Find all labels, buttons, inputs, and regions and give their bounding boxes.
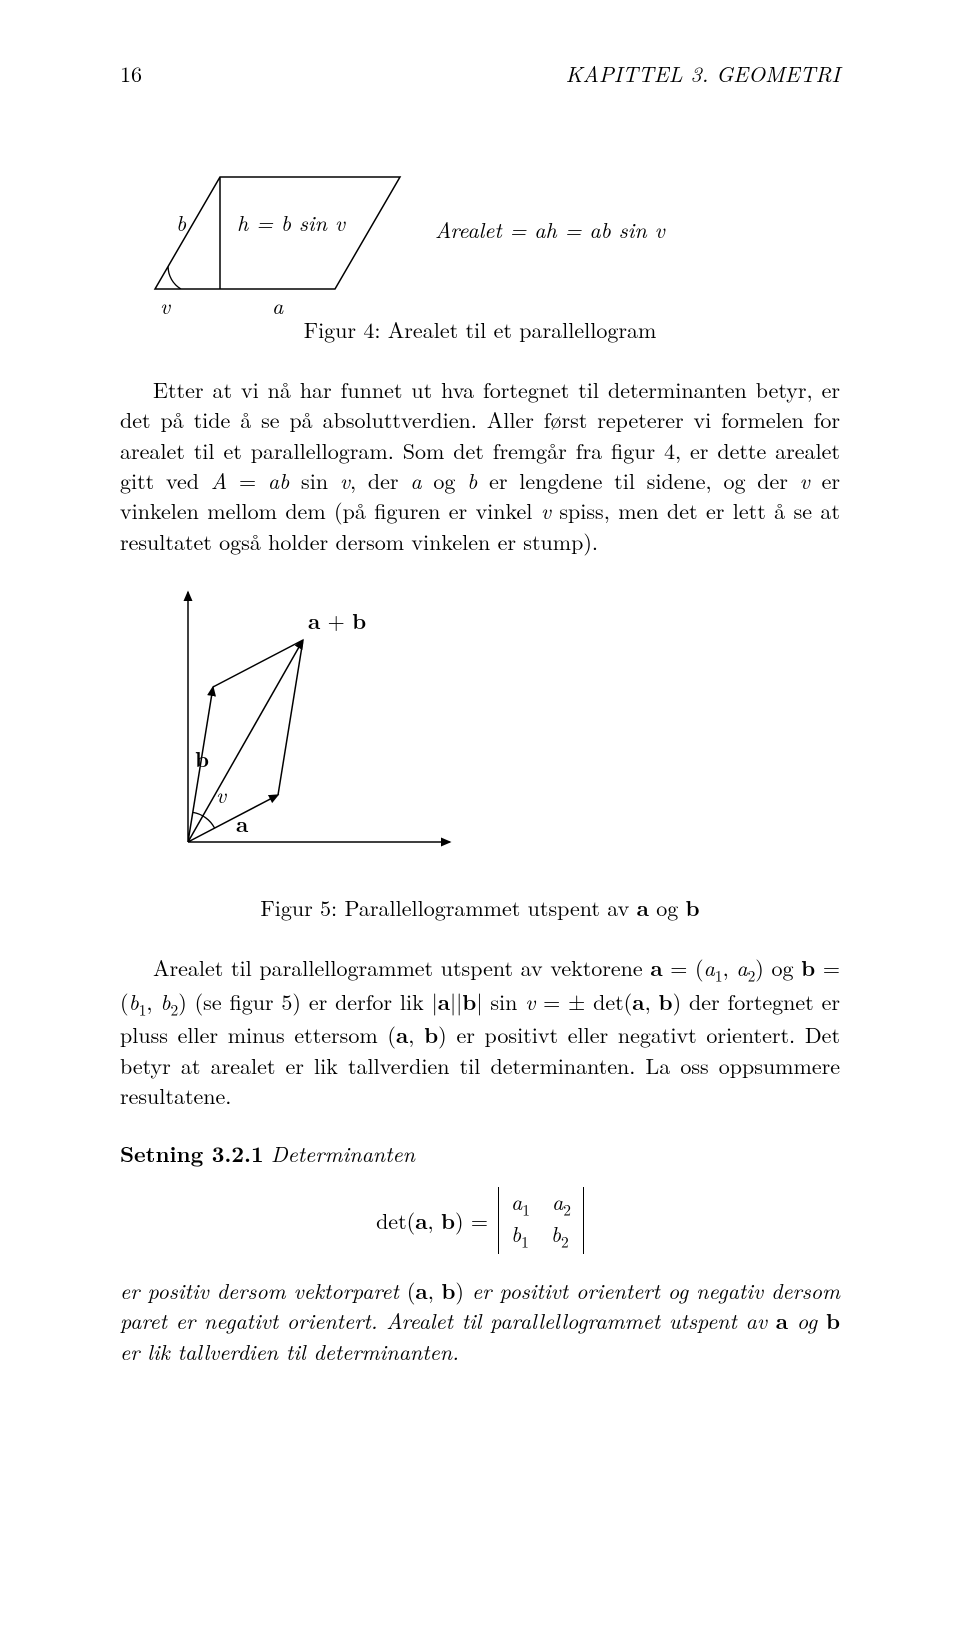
label-b-vec: b: [195, 743, 209, 774]
figure-4-formula: Arealet = ah = ab sin v: [435, 214, 735, 245]
figure-5-caption: Figur 5: Parallellogrammet utspent av a …: [120, 892, 840, 923]
chapter-title: KAPITTEL 3. GEOMETRI: [566, 58, 840, 89]
m-r2c2: b: [551, 1218, 561, 1249]
figure-4-caption: Figur 4: Arealet til et parallellogram: [120, 314, 840, 345]
m-r2c1: b: [511, 1218, 521, 1249]
theorem-name: Determinanten: [271, 1138, 415, 1169]
page-header: 16 KAPITTEL 3. GEOMETRI: [120, 58, 840, 89]
vector-parallelogram-svg: a + b b v a: [120, 577, 480, 877]
m-r1c2s: 2: [563, 1199, 571, 1220]
label-a-vec: a: [236, 808, 249, 839]
paragraph-2: Arealet til parallellogrammet utspent av…: [120, 953, 840, 1111]
det-lhs: det(a, b) =: [376, 1205, 488, 1236]
m-r1c1s: 1: [522, 1199, 530, 1220]
det-matrix: a1 a2 b1 b2: [498, 1187, 584, 1255]
label-h: h = b sin v: [237, 207, 346, 238]
theorem-number: Setning 3.2.1: [120, 1138, 264, 1169]
m-r2c1s: 1: [521, 1232, 529, 1253]
page: 16 KAPITTEL 3. GEOMETRI b h = b sin v v …: [0, 0, 960, 1646]
figure-5: a + b b v a: [120, 577, 840, 882]
m-r2c2s: 2: [561, 1232, 569, 1253]
label-v: v: [160, 290, 171, 319]
paragraph-1: Etter at vi nå har funnet ut hva fortegn…: [120, 375, 840, 557]
theorem-heading: Setning 3.2.1 Determinanten: [120, 1138, 840, 1169]
determinant-display: det(a, b) = a1 a2 b1 b2: [120, 1187, 840, 1255]
parallelogram-svg: b h = b sin v v a: [120, 159, 460, 319]
page-number: 16: [120, 58, 142, 89]
theorem-body: er positiv dersom vektorparet (a, b) er …: [120, 1276, 840, 1367]
label-apb: a + b: [308, 605, 366, 636]
label-a: a: [272, 290, 284, 319]
m-r1c1: a: [511, 1186, 522, 1217]
m-r1c2: a: [552, 1186, 563, 1217]
label-v-angle: v: [216, 779, 227, 810]
label-b: b: [176, 207, 187, 238]
